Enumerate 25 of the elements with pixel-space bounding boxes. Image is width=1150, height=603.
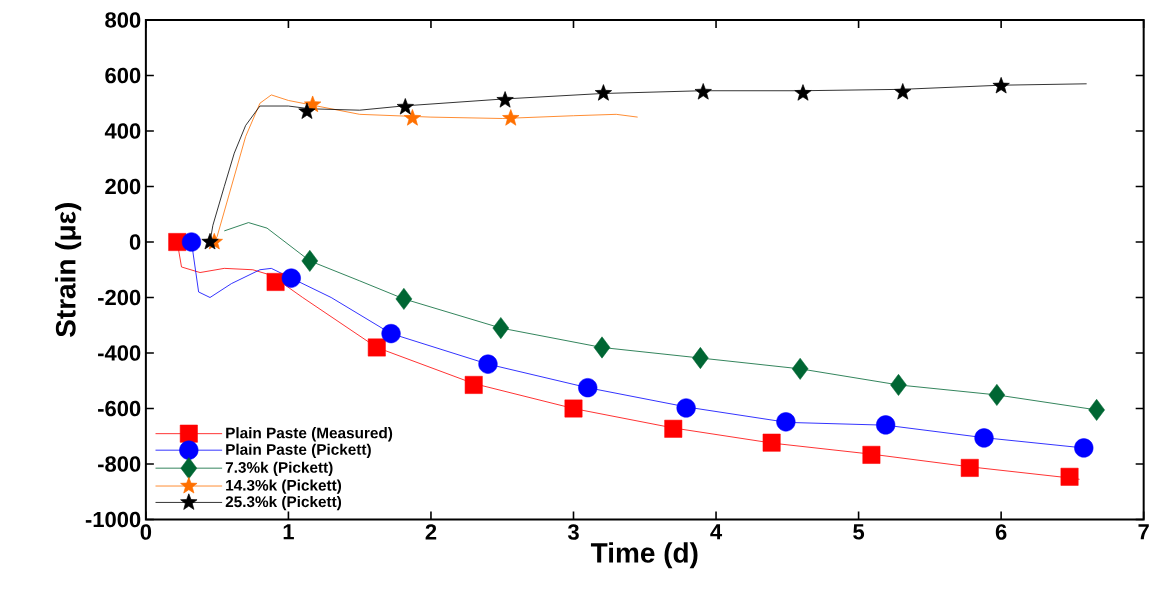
y-tick-label: 600 bbox=[105, 67, 141, 84]
y-tick-label: 800 bbox=[105, 11, 141, 28]
x-tick-label: 2 bbox=[425, 524, 437, 540]
y-tick-label: -800 bbox=[98, 456, 141, 472]
x-tick-label: 1 bbox=[283, 523, 294, 540]
y-tick-label: 0 bbox=[129, 234, 141, 250]
x-tick-label: 7 bbox=[1138, 523, 1149, 540]
y-tick-label: 200 bbox=[105, 178, 141, 195]
legend-label: 25.3%k (Pickett) bbox=[225, 495, 342, 510]
legend-label: 7.3%k (Pickett) bbox=[225, 461, 333, 476]
x-tick-label: 5 bbox=[853, 523, 865, 540]
x-axis-title: Time (d) bbox=[590, 542, 698, 569]
y-tick-label: -400 bbox=[98, 345, 141, 361]
x-tick-label: 3 bbox=[567, 524, 579, 540]
y-tick-label: -600 bbox=[98, 400, 141, 417]
y-tick-label: -1000 bbox=[85, 511, 141, 528]
y-tick-label: 400 bbox=[104, 122, 141, 139]
y-axis-title: Strain (με) bbox=[55, 202, 82, 337]
y-tick-label: -200 bbox=[98, 289, 141, 306]
x-tick-label: 4 bbox=[710, 523, 723, 540]
x-tick-label: 6 bbox=[995, 524, 1007, 540]
legend-label: 14.3%k (Pickett) bbox=[226, 479, 342, 494]
x-tick-label: 0 bbox=[140, 524, 152, 540]
legend-label: Plain Paste (Measured) bbox=[226, 426, 393, 442]
legend-label: Plain Paste (Pickett) bbox=[226, 443, 371, 458]
